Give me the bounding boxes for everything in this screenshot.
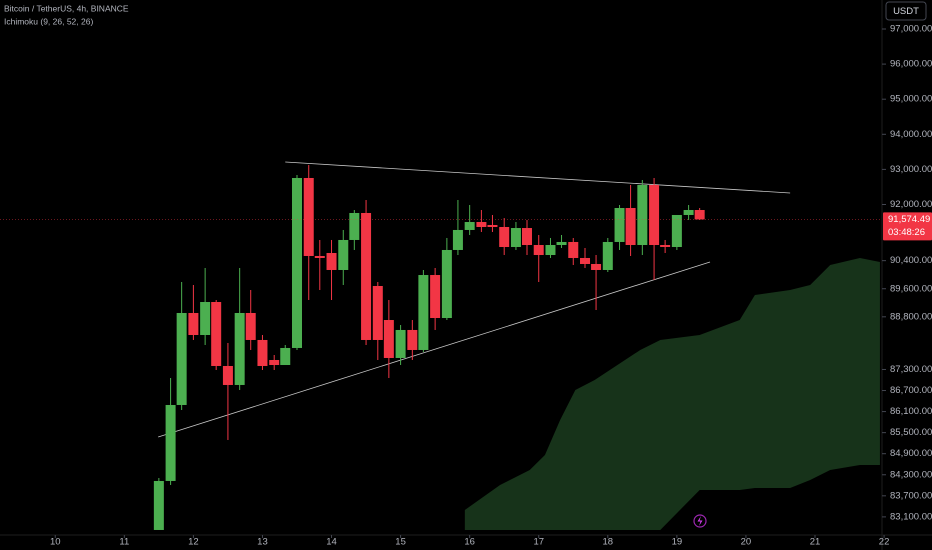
candle-body bbox=[430, 275, 441, 319]
candle-body bbox=[637, 184, 648, 246]
y-tick-label: 86,100.00 bbox=[890, 406, 932, 417]
candle-body bbox=[395, 329, 406, 358]
x-tick-label: 22 bbox=[879, 537, 890, 548]
candle-body bbox=[521, 228, 532, 246]
candle-body bbox=[580, 257, 591, 264]
last-price-box bbox=[883, 212, 932, 241]
y-tick-label: 86,700.00 bbox=[890, 385, 932, 396]
candle-body bbox=[464, 222, 475, 230]
lightning-icon[interactable] bbox=[693, 514, 707, 528]
countdown: 03:48:26 bbox=[888, 227, 925, 238]
candle-body bbox=[338, 239, 349, 270]
candle-body bbox=[614, 208, 625, 242]
y-tick-label: 97,000.00 bbox=[890, 24, 932, 35]
candle-body bbox=[153, 480, 164, 530]
candle-body bbox=[556, 241, 567, 246]
currency-label[interactable]: USDT bbox=[893, 6, 919, 17]
candle-body bbox=[200, 302, 211, 335]
candle-body bbox=[211, 302, 222, 366]
x-tick-label: 10 bbox=[50, 537, 61, 548]
y-tick-label: 95,000.00 bbox=[890, 94, 932, 105]
y-tick-label: 89,600.00 bbox=[890, 283, 932, 294]
y-tick-label: 94,000.00 bbox=[890, 129, 932, 140]
x-tick-label: 11 bbox=[119, 537, 129, 548]
candle-body bbox=[361, 212, 372, 340]
candle-body bbox=[269, 359, 280, 366]
x-tick-label: 17 bbox=[533, 537, 544, 548]
candle-body bbox=[625, 208, 636, 246]
x-tick-label: 18 bbox=[603, 537, 614, 548]
y-tick-label: 83,700.00 bbox=[890, 490, 932, 501]
x-tick-label: 19 bbox=[672, 537, 683, 548]
x-tick-label: 16 bbox=[464, 537, 475, 548]
x-tick-label: 14 bbox=[326, 537, 337, 548]
candle-body bbox=[245, 312, 256, 340]
indicator-label: Ichimoku (9, 26, 52, 26) bbox=[4, 16, 93, 26]
x-tick-label: 13 bbox=[257, 537, 268, 548]
candle-body bbox=[291, 177, 302, 348]
last-price-label: 91,574.49 bbox=[888, 214, 930, 225]
candle-body bbox=[441, 249, 452, 319]
ichimoku-cloud bbox=[464, 257, 880, 530]
candle-body bbox=[188, 312, 199, 335]
candle-body bbox=[314, 255, 325, 258]
trendline bbox=[285, 161, 791, 194]
candle-body bbox=[568, 241, 579, 258]
candle-body bbox=[487, 224, 498, 227]
candle-body bbox=[694, 210, 705, 220]
plot bbox=[0, 161, 882, 530]
candle-body bbox=[326, 253, 337, 270]
candle-body bbox=[602, 241, 613, 270]
candle-body bbox=[222, 365, 233, 385]
currency-button[interactable] bbox=[885, 1, 927, 21]
y-tick-label: 88,800.00 bbox=[890, 311, 932, 322]
candle-body bbox=[591, 263, 602, 270]
candle-body bbox=[649, 184, 660, 246]
candle-body bbox=[683, 210, 694, 215]
candle-body bbox=[671, 214, 682, 248]
candle-body bbox=[660, 245, 671, 248]
x-tick-label: 12 bbox=[188, 537, 199, 548]
candle-body bbox=[533, 245, 544, 256]
candle-body bbox=[234, 312, 245, 385]
candle-body bbox=[280, 347, 291, 366]
candle-body bbox=[349, 212, 360, 240]
y-tick-label: 84,900.00 bbox=[890, 448, 932, 459]
y-tick-label: 96,000.00 bbox=[890, 59, 932, 70]
y-tick-label: 90,400.00 bbox=[890, 255, 932, 266]
candle-body bbox=[499, 226, 510, 248]
y-tick-label: 83,100.00 bbox=[890, 511, 932, 522]
y-tick-label: 92,000.00 bbox=[890, 199, 932, 210]
candle-body bbox=[257, 339, 268, 366]
candle-body bbox=[545, 245, 556, 256]
candle-body bbox=[418, 275, 429, 350]
candle-body bbox=[372, 285, 383, 340]
y-tick-label: 84,300.00 bbox=[890, 469, 932, 480]
x-tick-label: 21 bbox=[810, 537, 821, 548]
y-tick-label: 93,000.00 bbox=[890, 164, 932, 175]
y-tick-label: 87,300.00 bbox=[890, 364, 932, 375]
candle-body bbox=[176, 312, 187, 405]
y-tick-label: 85,500.00 bbox=[890, 427, 932, 438]
trendline bbox=[158, 261, 711, 438]
candle-body bbox=[452, 229, 463, 250]
candle-body bbox=[383, 320, 394, 358]
candle-body bbox=[303, 177, 314, 256]
x-tick-label: 15 bbox=[395, 537, 406, 548]
candle-body bbox=[476, 222, 487, 227]
candle-body bbox=[165, 404, 176, 481]
candle-body bbox=[510, 228, 521, 248]
x-tick-label: 20 bbox=[741, 537, 752, 548]
symbol-title: Bitcoin / TetherUS, 4h, BINANCE bbox=[4, 3, 129, 13]
candle-body bbox=[407, 329, 418, 350]
